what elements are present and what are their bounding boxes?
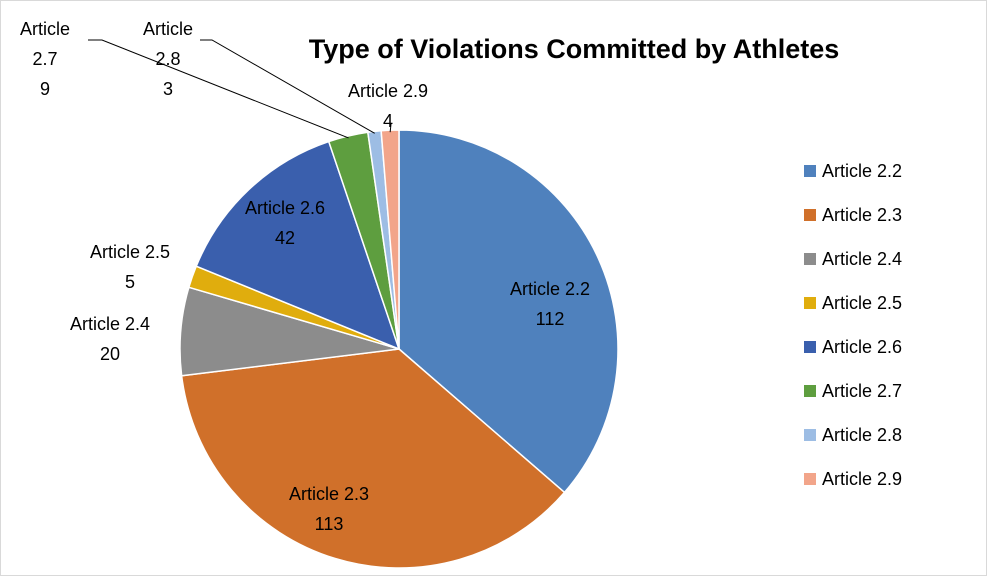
data-label-value: 112 [536, 309, 565, 329]
leader-line-article-2-8 [200, 39, 375, 134]
legend-label: Article 2.9 [822, 469, 902, 489]
legend-swatch [804, 473, 816, 485]
data-label-name: Article 2.6 [245, 198, 325, 218]
legend-swatch [804, 165, 816, 177]
data-label-article-2-7: Article 2.7 9 [20, 19, 70, 99]
pie-slice-article-2-2 [398, 129, 619, 494]
data-label-name: Article [20, 19, 70, 39]
legend-swatch [804, 429, 816, 441]
data-label-value: 42 [275, 228, 295, 248]
data-label-name: Article 2.9 [348, 81, 428, 101]
leader-line-article-2-7 [88, 39, 349, 139]
leader-lines [88, 39, 392, 139]
data-label-name: 2.8 [155, 49, 180, 69]
legend-swatch [804, 341, 816, 353]
legend-item-article-2-5: Article 2.5 [804, 293, 902, 313]
data-label-article-2-3: Article 2.3 113 [289, 484, 369, 534]
data-label-name: Article 2.3 [289, 484, 369, 504]
chart-title: Type of Violations Committed by Athletes [309, 34, 840, 64]
data-label-name: Article 2.5 [90, 242, 170, 262]
legend-label: Article 2.2 [822, 161, 902, 181]
data-label-name: Article 2.2 [510, 279, 590, 299]
legend-label: Article 2.5 [822, 293, 902, 313]
legend-item-article-2-6: Article 2.6 [804, 337, 902, 357]
legend-item-article-2-2: Article 2.2 [804, 161, 902, 181]
data-label-name: Article [143, 19, 193, 39]
data-label-article-2-2: Article 2.2 112 [510, 279, 590, 329]
data-label-value: 113 [315, 514, 344, 534]
legend-label: Article 2.7 [822, 381, 902, 401]
data-label-article-2-8: Article 2.8 3 [143, 19, 193, 99]
data-label-article-2-9: Article 2.9 4 [348, 81, 428, 131]
data-label-article-2-6: Article 2.6 42 [245, 198, 325, 248]
legend-label: Article 2.8 [822, 425, 902, 445]
leader-line-article-2-9 [389, 123, 392, 133]
data-label-name: 2.7 [32, 49, 57, 69]
legend-swatch [804, 385, 816, 397]
legend-swatch [804, 253, 816, 265]
legend-label: Article 2.6 [822, 337, 902, 357]
data-label-value: 9 [40, 79, 50, 99]
data-label-value: 3 [163, 79, 173, 99]
pie-slice-article-2-3 [180, 348, 566, 569]
pie-slices [179, 129, 619, 569]
pie-slice-article-2-6 [195, 140, 401, 351]
legend: Article 2.2 Article 2.3 Article 2.4 Article… [804, 161, 902, 489]
legend-item-article-2-8: Article 2.8 [804, 425, 902, 445]
legend-item-article-2-4: Article 2.4 [804, 249, 902, 269]
data-label-article-2-4: Article 2.4 20 [70, 314, 150, 364]
legend-label: Article 2.3 [822, 205, 902, 225]
legend-swatch [804, 209, 816, 221]
data-label-value: 5 [125, 272, 135, 292]
legend-label: Article 2.4 [822, 249, 902, 269]
data-label-value: 20 [100, 344, 120, 364]
data-labels: Article 2.2 112 Article 2.3 113 Article 2.4 2… [20, 19, 590, 534]
legend-swatch [804, 297, 816, 309]
data-label-article-2-5: Article 2.5 5 [90, 242, 170, 292]
legend-item-article-2-9: Article 2.9 [804, 469, 902, 489]
legend-item-article-2-7: Article 2.7 [804, 381, 902, 401]
legend-item-article-2-3: Article 2.3 [804, 205, 902, 225]
data-label-name: Article 2.4 [70, 314, 150, 334]
data-label-value: 4 [383, 111, 393, 131]
